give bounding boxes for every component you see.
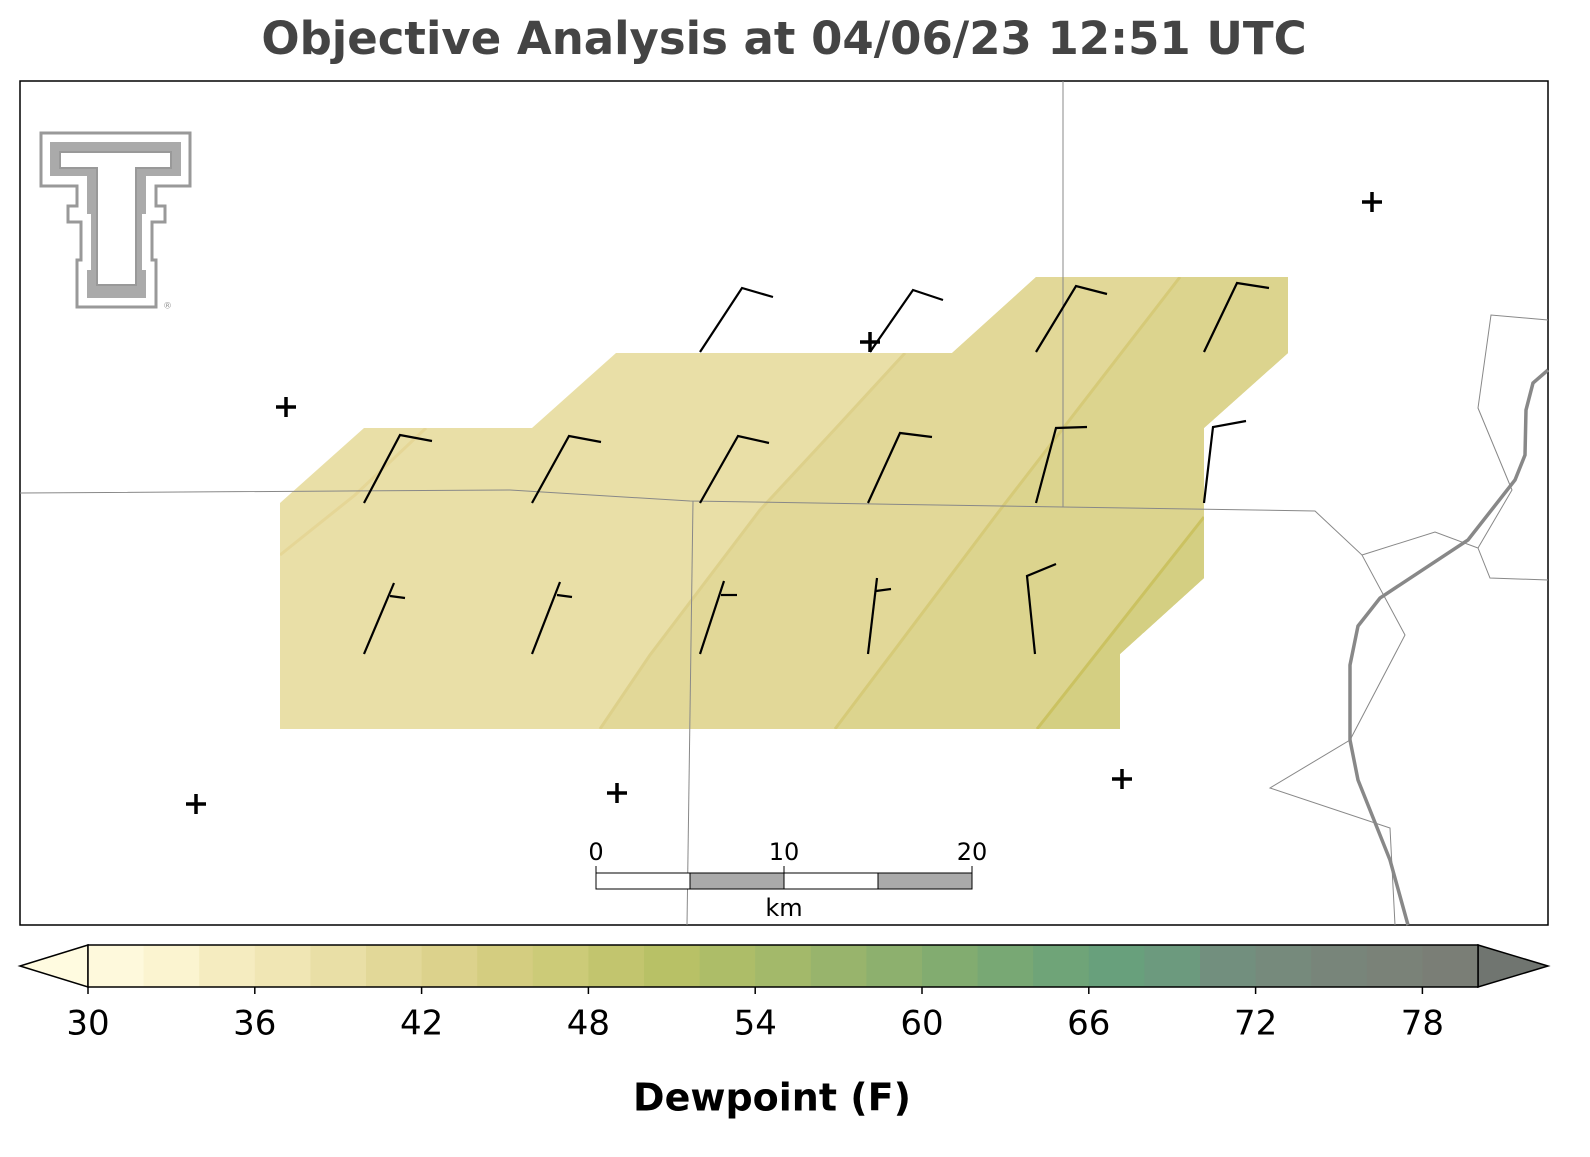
colorbar-outline — [87, 944, 1479, 988]
colorbar-segment — [366, 945, 423, 987]
wind-barbs — [362, 281, 1270, 655]
colorbar-segment — [699, 945, 756, 987]
colorbar-segment — [1311, 945, 1368, 987]
colorbar-segment — [588, 945, 645, 987]
colorbar-segment — [143, 945, 200, 987]
colorbar-segment — [866, 945, 923, 987]
colorbar-segment — [88, 945, 145, 987]
colorbar-segment — [1144, 945, 1201, 987]
colorbar-segment — [1088, 945, 1145, 987]
colorbar-segment — [977, 945, 1034, 987]
scale-segment — [595, 872, 691, 890]
colorbar-segment — [199, 945, 256, 987]
scale-segment — [783, 872, 879, 890]
colorbar-tick-label: 60 — [900, 1004, 943, 1044]
colorbar-segment — [1255, 945, 1312, 987]
colorbar-segment — [1200, 945, 1257, 987]
colorbar-segment — [644, 945, 701, 987]
svg-text:®: ® — [163, 302, 172, 312]
colorbar-tick-label: 30 — [66, 1004, 109, 1044]
colorbar-extend-high — [1477, 943, 1551, 989]
station-markers — [186, 192, 1382, 814]
scale-label: 10 — [769, 838, 800, 866]
colorbar-segment — [421, 945, 478, 987]
scale-bar: 0 10 20 km — [588, 838, 987, 922]
colorbar-segment — [1033, 945, 1090, 987]
colorbar-segment — [254, 945, 311, 987]
colorbar-segment — [810, 945, 867, 987]
scale-label: 0 — [588, 838, 603, 866]
colorbar-segment — [532, 945, 589, 987]
colorbar-segment — [1366, 945, 1423, 987]
scale-segment — [689, 872, 785, 890]
colorbar-label: Dewpoint (F) — [633, 1076, 911, 1120]
scale-unit: km — [765, 894, 802, 922]
colorbar-tick-label: 54 — [734, 1004, 777, 1044]
colorbar-extend-low — [17, 943, 89, 989]
colorbar-tick-label: 48 — [567, 1004, 610, 1044]
title: Objective Analysis at 04/06/23 12:51 UTC — [261, 12, 1306, 65]
colorbar-tick-label: 66 — [1067, 1004, 1110, 1044]
colorbar-segment — [922, 945, 979, 987]
colorbar-tick-label: 72 — [1234, 1004, 1277, 1044]
colorbar-tick-label: 78 — [1401, 1004, 1444, 1044]
colorbar: 30 36 42 48 54 60 66 72 78 Dewpoint (F) — [17, 943, 1551, 1120]
colorbar-tick-label: 42 — [400, 1004, 443, 1044]
colorbar-segment — [477, 945, 534, 987]
boundaries — [19, 81, 1550, 926]
colorbar-segment — [1422, 945, 1479, 987]
logo: ® — [39, 131, 192, 312]
scale-segment — [877, 872, 973, 890]
colorbar-tick-label: 36 — [233, 1004, 276, 1044]
colorbar-segment — [755, 945, 812, 987]
colorbar-segment — [310, 945, 367, 987]
scale-label: 20 — [957, 838, 988, 866]
